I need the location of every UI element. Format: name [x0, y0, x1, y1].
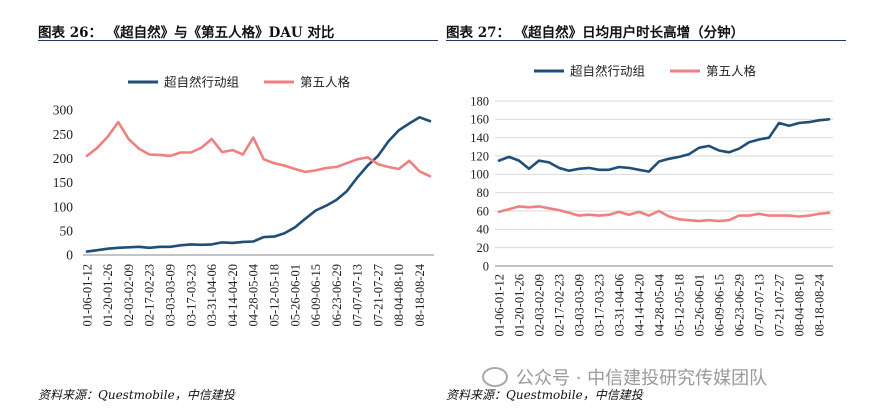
source-note: 资料来源：Questmobile，中信建投 — [38, 388, 235, 402]
y-tick-label: 120 — [470, 149, 489, 163]
x-tick-label: 02-17-02-23 — [552, 274, 566, 337]
legend-label: 超自然行动组 — [570, 64, 645, 79]
watermark: 公众号 · 中信建投研究传媒团队 — [482, 364, 882, 390]
x-tick-label: 08-18-08-24 — [812, 273, 826, 336]
x-tick-label: 06-23-06-29 — [330, 264, 344, 327]
legend-label: 超自然行动组 — [164, 75, 239, 90]
dau-chart: 0 50 100 150 200 250 300 01-06-01-12 01-20-01-26… — [53, 75, 434, 327]
legend-label: 第五人格 — [300, 75, 351, 90]
y-tick-label: 200 — [53, 151, 74, 166]
x-tick-label: 05-26-06-01 — [692, 274, 706, 337]
y-tick-label: 250 — [53, 127, 74, 142]
duration-chart-panel: 图表 27： 《超自然》日均用户时长高增（分钟） 0 20 40 60 80 100 120… — [446, 0, 887, 412]
y-tick-label: 180 — [470, 94, 489, 108]
duration-chart: 0 20 40 60 80 100 120 140 160 180 01-06-01-12 01-20… — [470, 64, 833, 337]
x-tick-label: 02-03-02-09 — [532, 274, 546, 337]
x-tick-label: 04-14-04-20 — [226, 264, 240, 327]
series-line-1 — [497, 118, 831, 173]
x-tick-label: 03-31-04-06 — [205, 264, 219, 327]
y-tick-label: 20 — [477, 241, 490, 255]
y-tick-label: 160 — [470, 113, 489, 127]
x-tick-label: 01-20-01-26 — [101, 264, 115, 327]
y-tick-label: 60 — [477, 204, 490, 218]
wechat-icon — [482, 367, 508, 387]
x-tick-label: 01-20-01-26 — [512, 274, 526, 337]
dau-chart-panel: 图表 26： 《超自然》与《第五人格》DAU 对比 0 50 100 150 200 25… — [0, 0, 440, 412]
y-tick-label: 0 — [483, 259, 489, 273]
y-tick-label: 140 — [470, 131, 489, 145]
series-line-2 — [85, 120, 432, 178]
y-tick-label: 40 — [477, 223, 490, 237]
y-tick-label: 0 — [66, 248, 73, 263]
title-divider — [38, 40, 438, 41]
legend-label: 第五人格 — [706, 64, 757, 79]
x-tick-label: 04-28-05-04 — [247, 263, 261, 326]
x-tick-label: 02-03-02-09 — [122, 264, 136, 327]
y-tick-label: 300 — [53, 103, 74, 118]
x-tick-label: 05-26-06-01 — [288, 264, 302, 327]
x-tick-label: 08-04-08-10 — [392, 264, 406, 327]
x-tick-label: 03-17-03-23 — [184, 264, 198, 327]
x-tick-label: 01-06-01-12 — [80, 264, 94, 327]
x-tick-label: 03-31-04-06 — [612, 274, 626, 337]
x-tick-label: 07-07-07-13 — [752, 274, 766, 337]
y-tick-label: 150 — [53, 175, 74, 190]
y-tick-label: 80 — [477, 186, 490, 200]
x-tick-label: 03-03-03-09 — [572, 274, 586, 337]
x-tick-label: 05-12-05-18 — [672, 274, 686, 337]
x-tick-label: 08-18-08-24 — [413, 263, 427, 326]
x-tick-label: 06-09-06-15 — [712, 274, 726, 337]
x-tick-label: 03-17-03-23 — [592, 274, 606, 337]
x-tick-label: 07-21-07-27 — [371, 264, 385, 327]
y-tick-label: 100 — [53, 199, 74, 214]
chart-title: 图表 26： 《超自然》与《第五人格》DAU 对比 — [38, 25, 335, 41]
chart-title: 图表 27： 《超自然》日均用户时长高增（分钟） — [446, 25, 745, 41]
x-tick-label: 08-04-08-10 — [792, 274, 806, 337]
y-tick-label: 100 — [470, 168, 489, 182]
y-tick-label: 50 — [60, 224, 74, 239]
x-tick-label: 06-23-06-29 — [732, 274, 746, 337]
series-line-1 — [85, 116, 432, 253]
x-tick-label: 04-14-04-20 — [632, 274, 646, 337]
x-tick-label: 05-12-05-18 — [267, 264, 281, 327]
x-tick-label: 03-03-03-09 — [164, 264, 178, 327]
x-tick-label: 07-21-07-27 — [772, 274, 786, 337]
source-note: 资料来源：Questmobile，中信建投 — [446, 388, 643, 402]
x-tick-label: 02-17-02-23 — [143, 264, 157, 327]
title-divider — [446, 40, 846, 41]
watermark-text: 公众号 · 中信建投研究传媒团队 — [516, 368, 768, 389]
series-line-2 — [497, 205, 831, 223]
x-tick-label: 01-06-01-12 — [492, 274, 506, 337]
x-tick-label: 06-09-06-15 — [309, 264, 323, 327]
x-tick-label: 04-28-05-04 — [652, 273, 666, 336]
x-tick-label: 07-07-07-13 — [351, 264, 365, 327]
